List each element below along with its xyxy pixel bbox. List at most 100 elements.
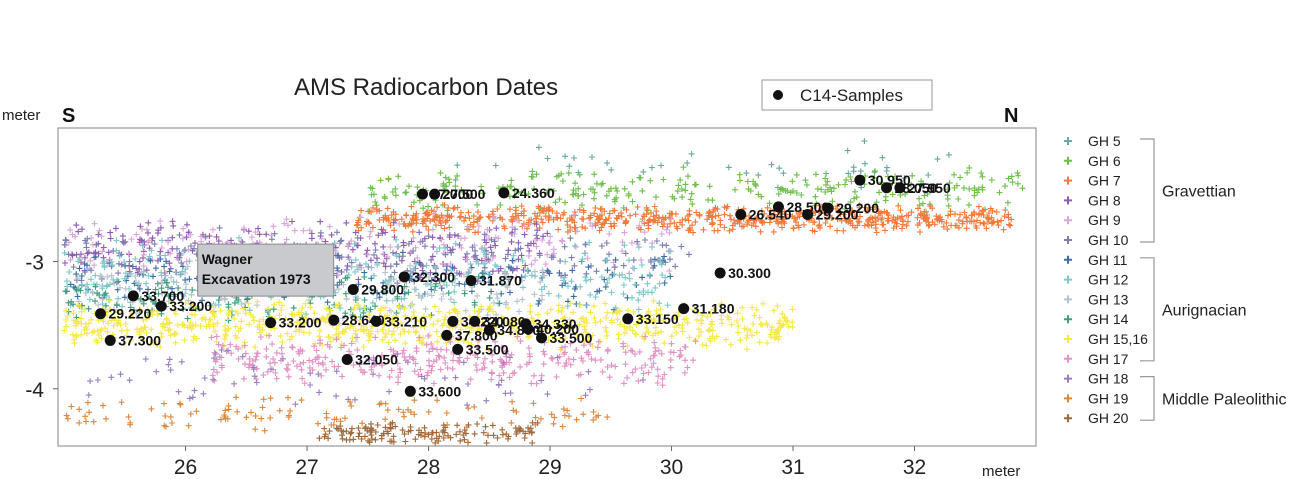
scatter-point (459, 189, 466, 195)
scatter-point (394, 244, 401, 250)
scatter-point (995, 222, 1002, 229)
scatter-point (688, 190, 695, 197)
scatter-point (214, 320, 221, 327)
scatter-point (757, 321, 764, 328)
scatter-point (403, 212, 410, 219)
scatter-point (536, 297, 543, 304)
scatter-point (518, 252, 525, 259)
scatter-point (351, 304, 358, 311)
scatter-point (300, 227, 307, 234)
scatter-point (584, 302, 590, 309)
scatter-point (686, 225, 693, 232)
scatter-point (624, 374, 631, 381)
scatter-point (108, 272, 115, 279)
scatter-point (652, 284, 659, 291)
scatter-point (556, 335, 563, 342)
scatter-point (279, 302, 285, 309)
c14-sample-point (822, 202, 834, 214)
scatter-point (541, 283, 548, 290)
scatter-point (473, 367, 480, 374)
scatter-point (512, 226, 518, 233)
scatter-point (964, 218, 971, 225)
scatter-point (106, 297, 113, 304)
scatter-point (73, 251, 80, 258)
scatter-point (379, 336, 386, 343)
scatter-point (86, 296, 93, 303)
c14-sample-point (802, 208, 814, 220)
scatter-point (626, 270, 633, 277)
scatter-point (516, 308, 523, 315)
scatter-point (945, 151, 952, 158)
scatter-point (68, 403, 75, 410)
scatter-point (737, 337, 744, 344)
c14-sample-point (735, 208, 747, 220)
scatter-point (611, 223, 618, 229)
scatter-point (897, 215, 904, 222)
scatter-point (631, 265, 638, 272)
scatter-point (534, 227, 541, 234)
scatter-point (778, 219, 785, 226)
scatter-point (876, 189, 883, 196)
scatter-point (85, 305, 92, 312)
scatter-point (871, 204, 877, 211)
c14-legend: C14-Samples (761, 79, 933, 111)
scatter-point (443, 346, 450, 353)
legend-label: GH 12 (1088, 272, 1129, 288)
scatter-point (640, 168, 647, 175)
scatter-point (271, 301, 278, 308)
scatter-point (1014, 180, 1021, 187)
scatter-point (547, 306, 554, 313)
scatter-point (63, 412, 70, 419)
scatter-point (842, 205, 848, 212)
scatter-point (420, 218, 427, 225)
scatter-point (508, 419, 515, 426)
scatter-point (142, 356, 149, 363)
scatter-point (231, 315, 238, 322)
scatter-point (575, 185, 582, 192)
scatter-point (209, 226, 216, 233)
scatter-point (145, 219, 152, 226)
scatter-point (400, 347, 407, 354)
scatter-point (184, 315, 191, 322)
scatter-point (102, 325, 109, 332)
scatter-point (692, 307, 698, 313)
scatter-point (735, 323, 742, 329)
scatter-point (391, 269, 398, 276)
scatter-point (832, 205, 839, 212)
scatter-point (651, 352, 658, 359)
scatter-point (551, 319, 558, 326)
scatter-point (514, 217, 520, 224)
scatter-point (573, 416, 580, 423)
scatter-point (284, 330, 291, 337)
scatter-point (838, 217, 845, 224)
x-tick-label: 31 (781, 456, 804, 479)
scatter-point (348, 238, 355, 245)
scatter-point (210, 304, 217, 310)
scatter-point (878, 179, 885, 186)
scatter-point (722, 336, 729, 343)
scatter-point (785, 323, 792, 330)
scatter-point (410, 308, 417, 315)
scatter-point (985, 216, 992, 223)
scatter-point (658, 231, 665, 237)
scatter-point (985, 219, 991, 225)
scatter-point (602, 300, 609, 307)
scatter-point (817, 209, 824, 216)
scatter-point (495, 185, 502, 192)
scatter-point (140, 316, 147, 323)
scatter-point (649, 244, 655, 251)
scatter-point (522, 262, 529, 269)
scatter-point (567, 224, 574, 231)
scatter-point (70, 264, 77, 270)
scatter-point (603, 328, 610, 335)
scatter-point (170, 222, 177, 229)
scatter-point (507, 183, 514, 190)
scatter-point (106, 306, 113, 313)
scatter-point (622, 220, 629, 227)
scatter-point (624, 342, 631, 349)
scatter-point (447, 261, 454, 267)
legend-marker (1064, 275, 1072, 284)
series-gh-15-16 (61, 297, 796, 353)
c14-sample-point (447, 315, 459, 327)
